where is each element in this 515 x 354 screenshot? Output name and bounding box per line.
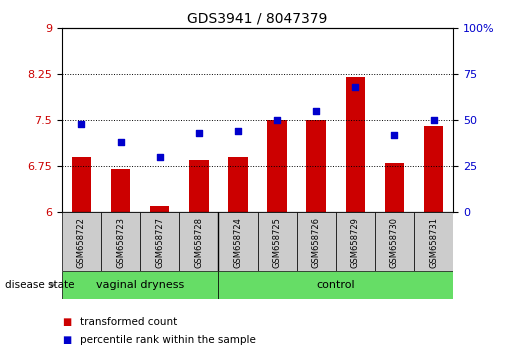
Bar [72, 157, 91, 212]
Point [116, 139, 125, 145]
Bar [189, 160, 209, 212]
Bar [267, 120, 287, 212]
Bar [111, 170, 130, 212]
Text: GSM658731: GSM658731 [429, 217, 438, 268]
Text: GSM658730: GSM658730 [390, 217, 399, 268]
Text: GSM658727: GSM658727 [155, 217, 164, 268]
Text: ■: ■ [62, 335, 71, 345]
Point [312, 108, 320, 114]
Point [195, 130, 203, 136]
Bar [424, 126, 443, 212]
Bar [336, 212, 375, 271]
Text: GSM658723: GSM658723 [116, 217, 125, 268]
Text: ■: ■ [62, 317, 71, 327]
Bar [414, 212, 453, 271]
Bar [150, 206, 169, 212]
Bar [218, 212, 258, 271]
Text: control: control [316, 280, 355, 290]
Bar [385, 163, 404, 212]
Text: GSM658726: GSM658726 [312, 217, 321, 268]
Bar [228, 157, 248, 212]
Text: vaginal dryness: vaginal dryness [96, 280, 184, 290]
Text: GSM658729: GSM658729 [351, 217, 360, 268]
Text: GSM658722: GSM658722 [77, 217, 86, 268]
Text: disease state: disease state [5, 280, 75, 290]
Text: GSM658724: GSM658724 [233, 217, 243, 268]
Point [351, 84, 359, 90]
Text: transformed count: transformed count [80, 317, 177, 327]
Text: percentile rank within the sample: percentile rank within the sample [80, 335, 256, 345]
Point [273, 118, 281, 123]
Bar [297, 212, 336, 271]
Bar [218, 271, 453, 299]
Point [390, 132, 399, 138]
Text: GSM658725: GSM658725 [272, 217, 282, 268]
Point [234, 129, 242, 134]
Text: GSM658728: GSM658728 [194, 217, 203, 268]
Bar [62, 271, 218, 299]
Point [156, 154, 164, 160]
Bar [346, 78, 365, 212]
Bar [179, 212, 218, 271]
Bar [140, 212, 179, 271]
Bar [306, 120, 326, 212]
Bar [62, 212, 101, 271]
Bar [375, 212, 414, 271]
Point [77, 121, 85, 127]
Bar [258, 212, 297, 271]
Bar [101, 212, 140, 271]
Point [430, 118, 438, 123]
Title: GDS3941 / 8047379: GDS3941 / 8047379 [187, 12, 328, 26]
